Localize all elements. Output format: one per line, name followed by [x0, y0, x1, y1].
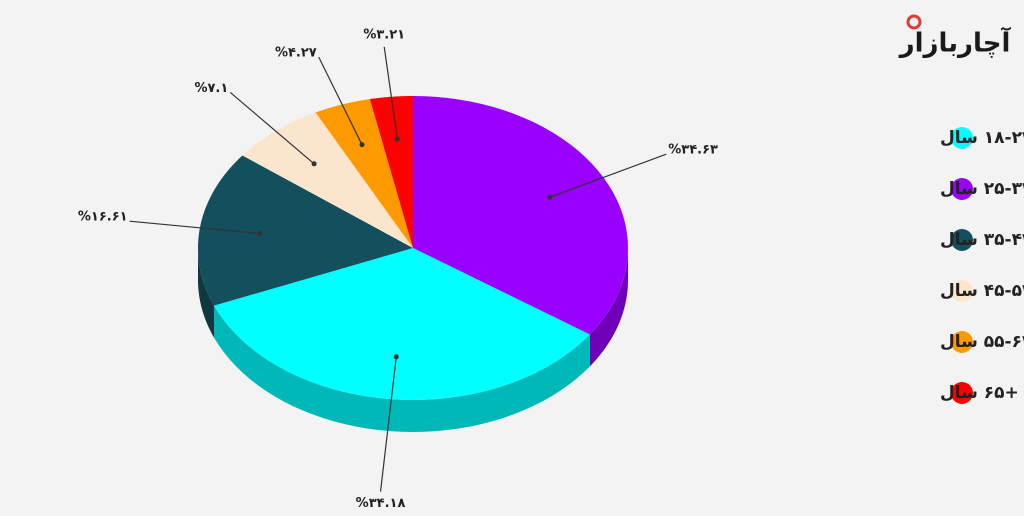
slice [413, 96, 628, 335]
value-label: %۷.۱ [194, 81, 228, 96]
legend-label: +۶۵ سال [940, 383, 1019, 403]
legend: ۱۸-۲۴ سال ۲۵-۳۴ سال ۳۵-۴۴ سال ۴۵-۵۴ سال ۵۵-۶… [940, 127, 1024, 404]
leader-dot [311, 161, 317, 167]
leader-dot [359, 142, 365, 148]
slice [214, 248, 590, 400]
slice-side [198, 248, 215, 338]
slice [315, 99, 413, 248]
leader-line [383, 46, 399, 140]
legend-label: ۱۸-۲۴ سال [940, 128, 1024, 148]
legend-label: ۴۵-۵۴ سال [940, 281, 1024, 301]
legend-label: ۵۵-۶۴ سال [940, 332, 1024, 352]
value-label: %۳۴.۱۸ [356, 496, 406, 511]
value-label: %۳.۲۱ [363, 27, 405, 42]
slice-side [214, 305, 590, 432]
labels: %۳۴.۶۳ %۳۴.۱۸ %۱۶.۶۱ %۷.۱ %۴.۲۷ %۳.۲۱ [78, 27, 718, 511]
logo-icon [906, 14, 922, 30]
legend-swatch [951, 382, 973, 404]
leader-dot [547, 194, 553, 200]
tops [198, 96, 628, 400]
legend-swatch [951, 331, 973, 353]
legend-label: ۳۵-۴۴ سال [940, 230, 1024, 250]
leader-line [549, 153, 667, 198]
leader-line [379, 356, 397, 492]
leader-line [229, 92, 315, 165]
leader-dot [393, 354, 399, 360]
leader-line [129, 220, 260, 235]
slice [198, 155, 413, 306]
brand-logo: آچاربازار [898, 27, 1012, 59]
legend-swatch [951, 280, 973, 302]
value-label: %۱۶.۶۱ [78, 210, 128, 225]
slice [369, 96, 413, 248]
legend-swatch [951, 178, 973, 200]
value-label: %۴.۲۷ [275, 46, 317, 61]
legend-label: ۲۵-۳۴ سال [940, 179, 1024, 199]
legend-swatch [951, 229, 973, 251]
sides [198, 248, 628, 432]
leader-dot [394, 136, 400, 142]
leader-line [318, 56, 363, 145]
slice [242, 112, 413, 248]
slice-side [589, 248, 628, 367]
value-label: %۳۴.۶۳ [668, 143, 718, 158]
legend-swatch [951, 127, 973, 149]
leader-dot [257, 230, 263, 236]
